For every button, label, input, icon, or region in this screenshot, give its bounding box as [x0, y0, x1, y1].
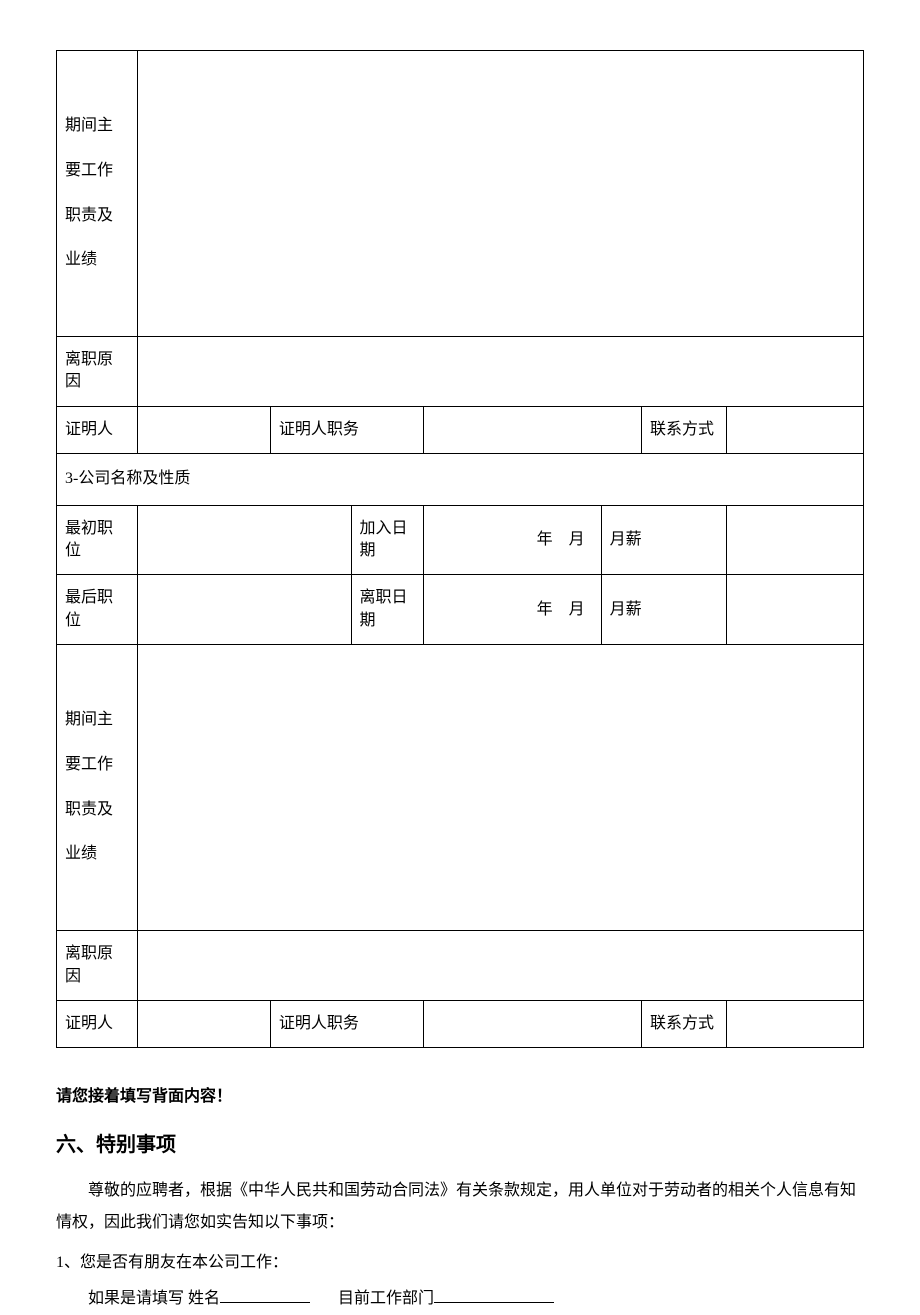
label-ref-person: 证明人 — [57, 406, 138, 453]
label-responsibility-2: 期间主要工作职责及业绩 — [57, 645, 138, 931]
value-initial-position — [137, 505, 351, 575]
value-leave-date: 年 月 — [424, 575, 602, 645]
label-ref-person-2: 证明人 — [57, 1000, 138, 1047]
value-ref-contact-2 — [726, 1000, 863, 1047]
value-salary-final — [726, 575, 863, 645]
value-ref-person-2 — [137, 1000, 270, 1047]
row-leave-reason-2: 离职原因 — [57, 931, 864, 1001]
blank-dept — [434, 1302, 554, 1303]
row-leave-reason-1: 离职原因 — [57, 337, 864, 407]
label-leave-reason-2: 离职原因 — [57, 931, 138, 1001]
label-salary-initial: 月薪 — [601, 505, 726, 575]
label-leave-reason: 离职原因 — [57, 337, 138, 407]
row-reference-1: 证明人 证明人职务 联系方式 — [57, 406, 864, 453]
row-final-position: 最后职位 离职日期 年 月 月薪 — [57, 575, 864, 645]
label-if-yes-name: 如果是请填写 姓名 — [88, 1290, 220, 1307]
form-table: 期间主要工作职责及业绩 离职原因 证明人 证明人职务 联系方式 3-公司名称及性… — [56, 50, 864, 1048]
row-reference-2: 证明人 证明人职务 联系方式 — [57, 1000, 864, 1047]
value-leave-reason — [137, 337, 863, 407]
intro-paragraph: 尊敬的应聘者，根据《中华人民共和国劳动合同法》有关条款规定，用人单位对于劳动者的… — [56, 1175, 864, 1239]
value-ref-person — [137, 406, 270, 453]
label-company-section: 3-公司名称及性质 — [57, 454, 864, 505]
row-initial-position: 最初职位 加入日期 年 月 月薪 — [57, 505, 864, 575]
label-leave-date: 离职日期 — [351, 575, 424, 645]
row-responsibility-1: 期间主要工作职责及业绩 — [57, 51, 864, 337]
value-salary-initial — [726, 505, 863, 575]
label-ref-contact-2: 联系方式 — [642, 1000, 727, 1047]
value-final-position — [137, 575, 351, 645]
question-1: 1、您是否有朋友在本公司工作： — [56, 1247, 864, 1279]
value-ref-contact — [726, 406, 863, 453]
blank-name — [220, 1302, 310, 1303]
label-salary-final: 月薪 — [601, 575, 726, 645]
value-join-date: 年 月 — [424, 505, 602, 575]
value-ref-title-2 — [424, 1000, 642, 1047]
label-ref-contact: 联系方式 — [642, 406, 727, 453]
label-final-position: 最后职位 — [57, 575, 138, 645]
value-responsibility — [137, 51, 863, 337]
continue-note: 请您接着填写背面内容！ — [56, 1082, 864, 1106]
label-join-date: 加入日期 — [351, 505, 424, 575]
row-responsibility-2: 期间主要工作职责及业绩 — [57, 645, 864, 931]
label-ref-title: 证明人职务 — [270, 406, 423, 453]
section-heading: 六、特别事项 — [56, 1128, 864, 1157]
row-company-section: 3-公司名称及性质 — [57, 454, 864, 505]
label-ref-title-2: 证明人职务 — [270, 1000, 423, 1047]
label-responsibility: 期间主要工作职责及业绩 — [57, 51, 138, 337]
label-current-dept: 目前工作部门 — [338, 1290, 434, 1307]
question-1-sub: 如果是请填写 姓名 目前工作部门 — [88, 1283, 864, 1315]
value-ref-title — [424, 406, 642, 453]
label-initial-position: 最初职位 — [57, 505, 138, 575]
value-leave-reason-2 — [137, 931, 863, 1001]
value-responsibility-2 — [137, 645, 863, 931]
